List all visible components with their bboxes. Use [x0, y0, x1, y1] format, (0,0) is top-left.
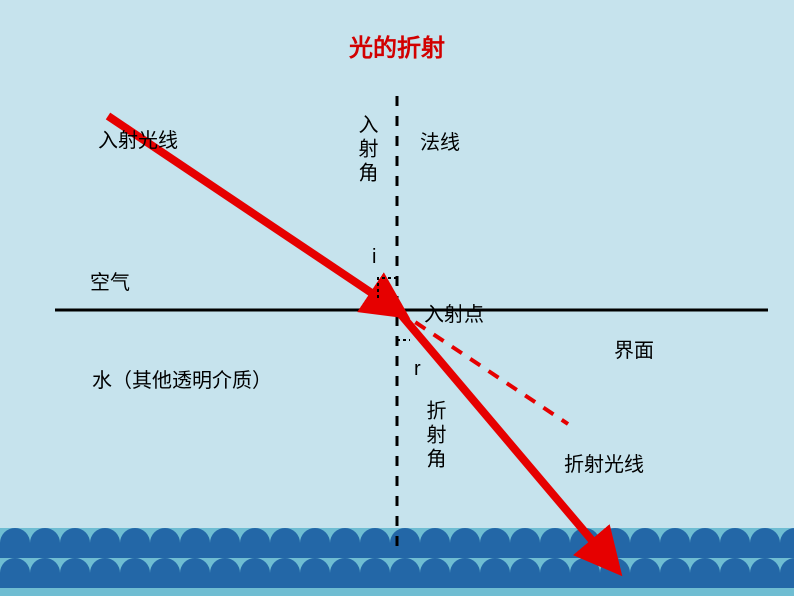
refracted-ray-label: 折射光线: [564, 448, 644, 477]
incidence-angle-label: 入射角: [352, 114, 381, 186]
air-medium-label: 空气: [90, 266, 130, 295]
interface-label: 界面: [614, 334, 654, 363]
incident-ray-label: 入射光线: [98, 124, 178, 153]
diagram-title: 光的折射: [0, 28, 794, 63]
r-symbol-label: r: [414, 358, 421, 381]
normal-line-label: 法线: [420, 126, 460, 155]
i-symbol-label: i: [372, 246, 376, 269]
water-medium-label: 水（其他透明介质）: [92, 364, 272, 393]
diagram-stage: [0, 0, 794, 596]
refraction-angle-label: 折射角: [420, 400, 449, 472]
incidence-point-label: 入射点: [424, 298, 484, 327]
